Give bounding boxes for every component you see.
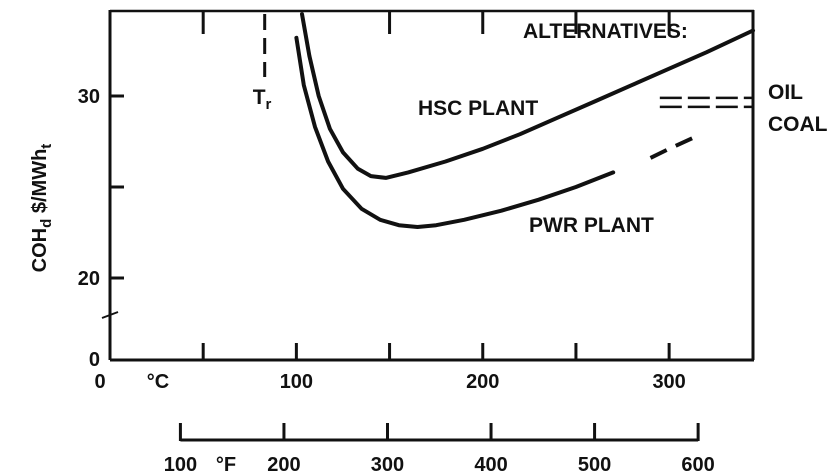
series-label-pwr: PWR PLANT <box>529 214 654 237</box>
hsc-plant-line <box>300 12 755 180</box>
top-ticks <box>201 11 671 34</box>
y-tick-label: 0 <box>89 349 100 371</box>
x-tick-c-label: 200 <box>466 371 499 393</box>
y-tick-label: 20 <box>78 268 100 290</box>
y-axis-label: COHd $/MWht <box>29 144 55 273</box>
tr-label-sub: r <box>266 96 272 113</box>
y-axis-label-unit-sub: t <box>38 144 55 149</box>
x-tick-f-label: 300 <box>371 454 404 475</box>
y-axis-label-main: COH <box>29 228 51 272</box>
plot-frame <box>108 9 755 362</box>
x-tick-f-label: 600 <box>681 454 714 475</box>
series-label-hsc: HSC PLANT <box>418 97 538 120</box>
tr-label: Tr <box>253 86 272 113</box>
x-tick-c-label: 100 <box>280 371 313 393</box>
tr-label-main: T <box>253 86 266 109</box>
y-tick-label: 30 <box>78 86 100 108</box>
alternatives-layer: OIL COAL <box>659 81 828 136</box>
x-tick-c-label: 300 <box>652 371 685 393</box>
x-unit-c-label: °C <box>147 371 169 393</box>
x-ticks-celsius: 0 100 200 300 <box>94 343 686 393</box>
y-axis-label-sub: d <box>38 219 55 228</box>
axis-break-marks <box>101 311 119 319</box>
coal-label: COAL <box>768 113 828 136</box>
x-tick-f-label: 200 <box>267 454 300 475</box>
pwr-plant-line <box>294 35 616 229</box>
x-tick-f-label: 400 <box>474 454 507 475</box>
oil-label: OIL <box>768 81 803 104</box>
x-unit-f-label: °F <box>216 454 236 475</box>
x-tick-f-label: 100 <box>164 454 197 475</box>
y-axis-label-unit: $/MWh <box>29 149 51 213</box>
x-tick-f-label: 500 <box>578 454 611 475</box>
axis-break-mark <box>101 311 119 319</box>
x-ticks-fahrenheit: 100 200 300 400 500 600 <box>164 423 715 475</box>
x-tick-c-label: 0 <box>94 371 105 393</box>
pwr-plant-line-extension <box>649 134 698 160</box>
tr-marker: Tr <box>253 14 272 113</box>
y-ticks: 0 20 30 <box>78 86 124 371</box>
alternatives-label: ALTERNATIVES: <box>523 20 688 43</box>
series-layer: HSC PLANT PWR PLANT <box>294 12 755 237</box>
